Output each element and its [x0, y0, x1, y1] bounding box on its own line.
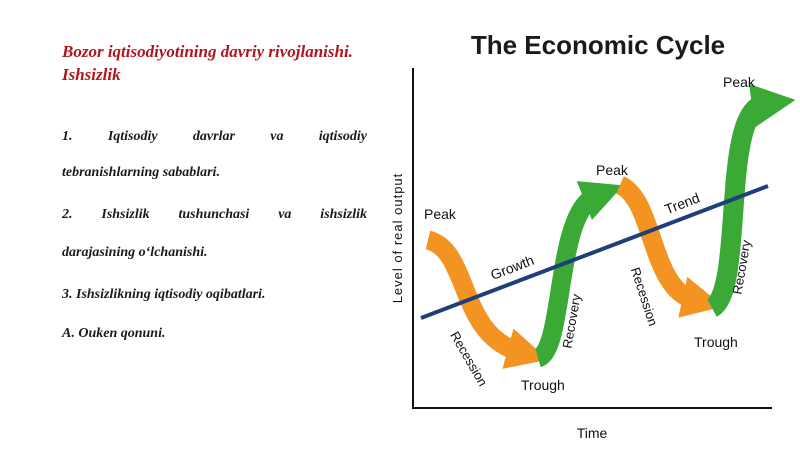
list-item-1-line-1: 1. Iqtisodiy davrlar va iqtisodiy [62, 129, 367, 144]
recovery-arrow-2 [705, 84, 796, 317]
slide-title: Bozor iqtisodiyotining davriy rivojlanis… [62, 42, 353, 84]
label-trough-1: Trough [521, 377, 565, 393]
economic-cycle-diagram: The Economic Cycle Level of real output … [390, 30, 796, 441]
recovery-arrow-1 [532, 181, 624, 368]
label-peak-3: Peak [723, 74, 756, 90]
list-item-2-line-2: darajasining o‘lchanishi. [62, 245, 208, 260]
label-peak-2: Peak [596, 162, 629, 178]
list-item-3: 3. Ishsizlikning iqtisodiy oqibatlari. [62, 287, 266, 302]
recession-arrow-1 [424, 230, 549, 369]
list-item-1-line-2: tebranishlarning sabablari. [62, 165, 220, 180]
list-item-2-line-1: 2. Ishsizlik tushunchasi va ishsizlik [62, 207, 367, 222]
label-peak-1: Peak [424, 206, 457, 222]
list-item-4: A. Ouken qonuni. [62, 326, 166, 341]
trend-line [420, 184, 769, 320]
label-trough-2: Trough [694, 334, 738, 350]
y-axis-label: Level of real output [390, 173, 405, 304]
recession-arrow-2 [615, 176, 724, 318]
diagram-title: The Economic Cycle [471, 30, 725, 60]
x-axis-label: Time [577, 425, 608, 441]
